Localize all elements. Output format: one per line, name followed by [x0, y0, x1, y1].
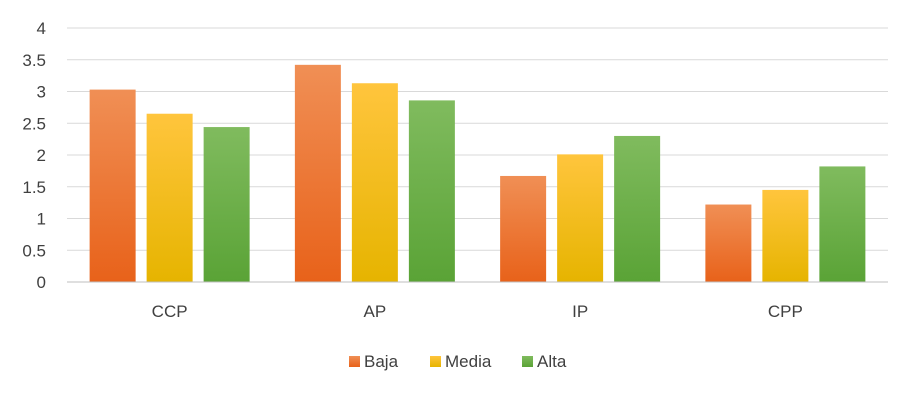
- x-category-label: CCP: [152, 302, 188, 321]
- y-tick-label: 1.5: [22, 178, 46, 197]
- legend-item-media: Media: [430, 352, 492, 371]
- legend-label: Media: [445, 352, 492, 371]
- bar-baja-cpp: [705, 204, 752, 282]
- bar-baja-ccp: [89, 89, 136, 282]
- y-tick-label: 1: [37, 210, 46, 229]
- x-axis-category-labels: CCP AP IP CPP: [152, 302, 803, 321]
- bar-baja-ip: [500, 175, 547, 282]
- y-tick-label: 4: [37, 19, 46, 38]
- y-tick-label: 0.5: [22, 241, 46, 260]
- y-axis-tick-labels: 0 0.5 1 1.5 2 2.5 3 3.5 4: [22, 19, 46, 292]
- legend-item-alta: Alta: [522, 352, 567, 371]
- bar-alta-ap: [408, 100, 455, 282]
- y-tick-label: 0: [37, 273, 46, 292]
- legend: Baja Media Alta: [349, 352, 567, 371]
- y-tick-label: 2.5: [22, 114, 46, 133]
- bars: [89, 64, 866, 283]
- x-category-label: IP: [572, 302, 588, 321]
- bar-media-ip: [557, 154, 604, 282]
- y-tick-label: 2: [37, 146, 46, 165]
- y-tick-label: 3: [37, 83, 46, 102]
- bar-media-ap: [351, 83, 398, 283]
- bar-baja-ap: [294, 64, 341, 282]
- bar-media-ccp: [146, 113, 193, 282]
- bar-alta-cpp: [819, 166, 866, 282]
- legend-label: Baja: [364, 352, 399, 371]
- legend-swatch: [522, 356, 533, 367]
- bar-alta-ccp: [203, 127, 250, 282]
- legend-swatch: [349, 356, 360, 367]
- legend-item-baja: Baja: [349, 352, 399, 371]
- y-tick-label: 3.5: [22, 51, 46, 70]
- legend-label: Alta: [537, 352, 567, 371]
- x-category-label: AP: [364, 302, 387, 321]
- legend-swatch: [430, 356, 441, 367]
- bar-alta-ip: [614, 135, 661, 282]
- bar-media-cpp: [762, 189, 809, 282]
- x-category-label: CPP: [768, 302, 803, 321]
